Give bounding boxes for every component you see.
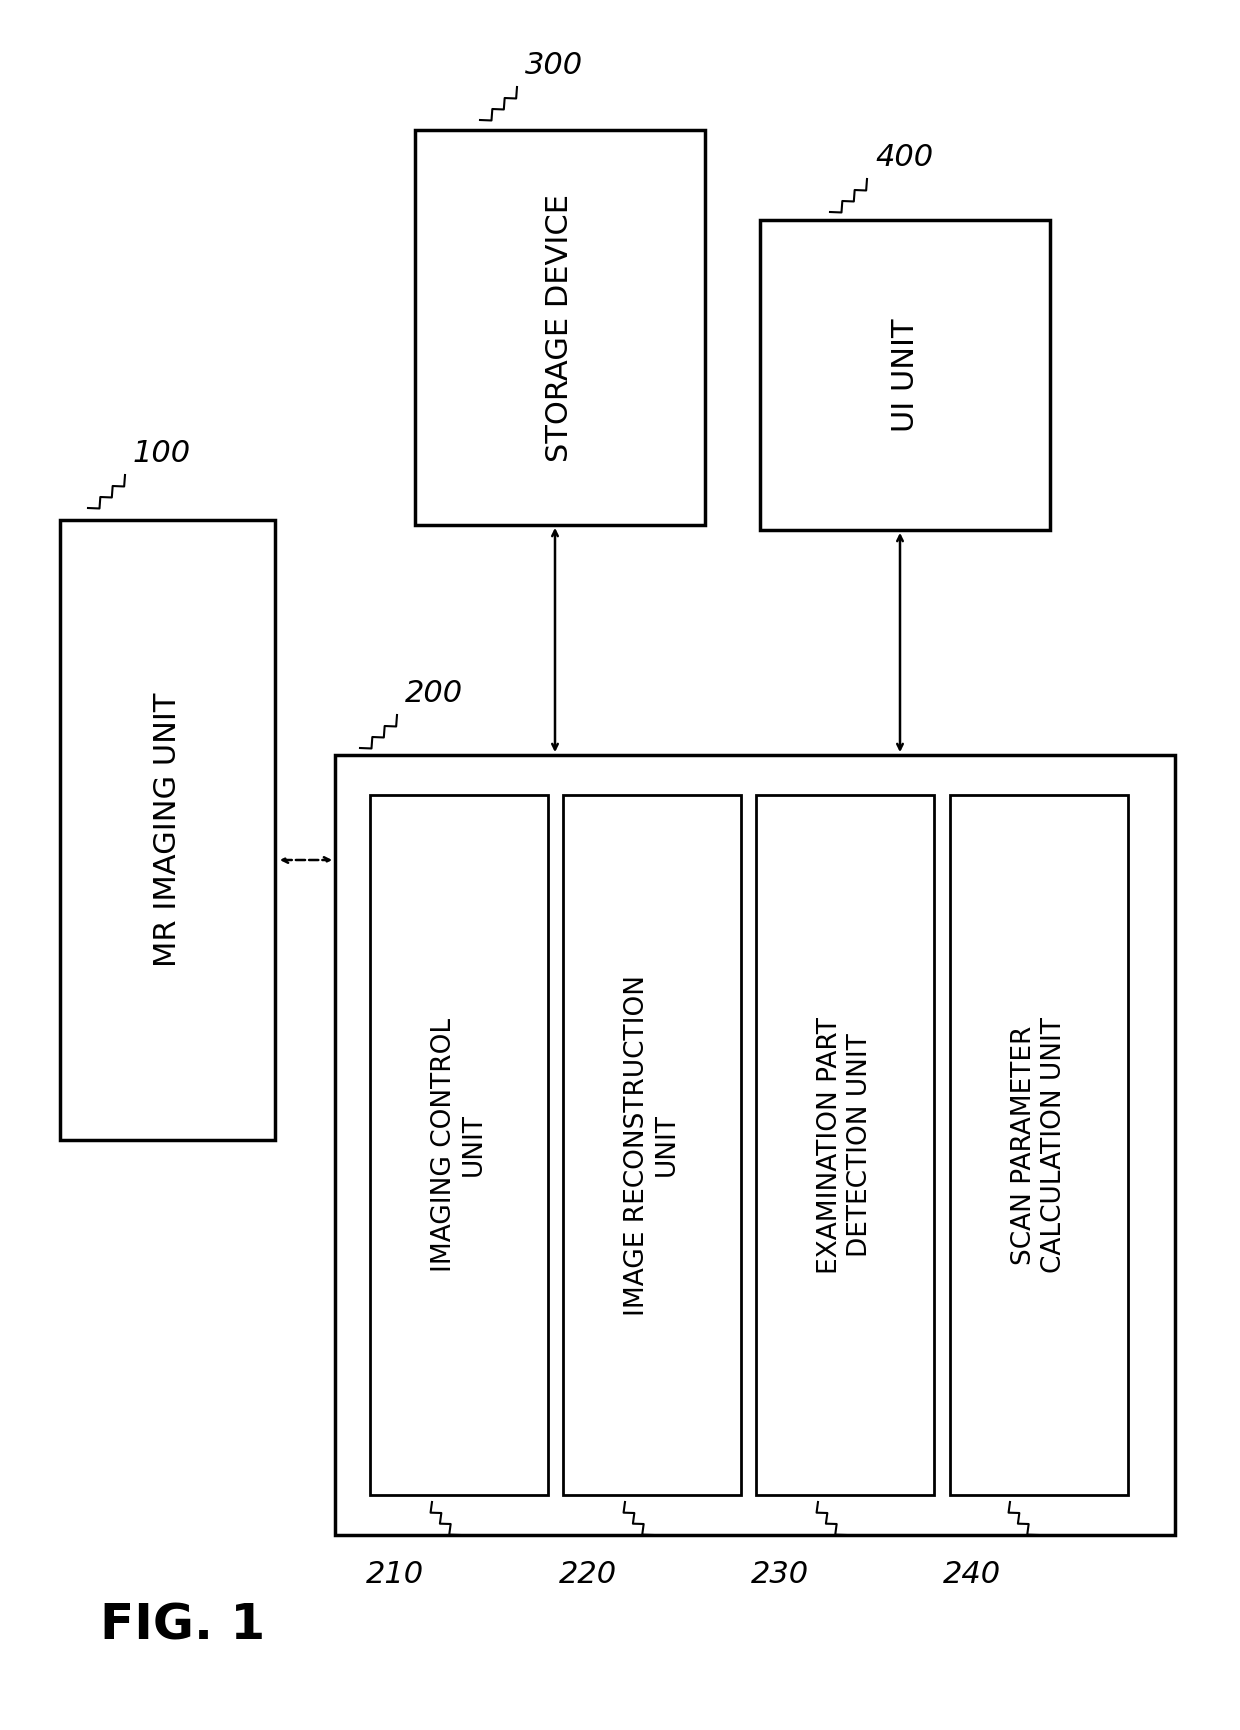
Text: IMAGE RECONSTRUCTION
UNIT: IMAGE RECONSTRUCTION UNIT [624, 974, 680, 1315]
Bar [563, 796, 742, 1495]
Text: MR IMAGING UNIT: MR IMAGING UNIT [153, 692, 182, 967]
Text: 100: 100 [133, 439, 191, 469]
Bar [760, 220, 1050, 529]
Text: 200: 200 [405, 678, 463, 708]
Bar [950, 796, 1128, 1495]
Text: 240: 240 [942, 1560, 1001, 1588]
Bar [60, 521, 275, 1140]
Text: EXAMINATION PART
DETECTION UNIT: EXAMINATION PART DETECTION UNIT [817, 1017, 873, 1273]
Text: SCAN PARAMETER
CALCULATION UNIT: SCAN PARAMETER CALCULATION UNIT [1011, 1017, 1066, 1273]
Text: FIG. 1: FIG. 1 [100, 1602, 265, 1650]
Text: 400: 400 [875, 144, 934, 171]
Text: 230: 230 [751, 1560, 808, 1588]
Bar [335, 754, 1176, 1535]
Text: UI UNIT: UI UNIT [890, 318, 920, 432]
Text: STORAGE DEVICE: STORAGE DEVICE [546, 194, 574, 462]
Text: IMAGING CONTROL
UNIT: IMAGING CONTROL UNIT [432, 1017, 487, 1272]
Text: 220: 220 [559, 1560, 618, 1588]
Text: 210: 210 [366, 1560, 424, 1588]
Text: 300: 300 [525, 50, 583, 80]
Bar [756, 796, 934, 1495]
Bar [370, 796, 548, 1495]
Bar [415, 130, 706, 524]
